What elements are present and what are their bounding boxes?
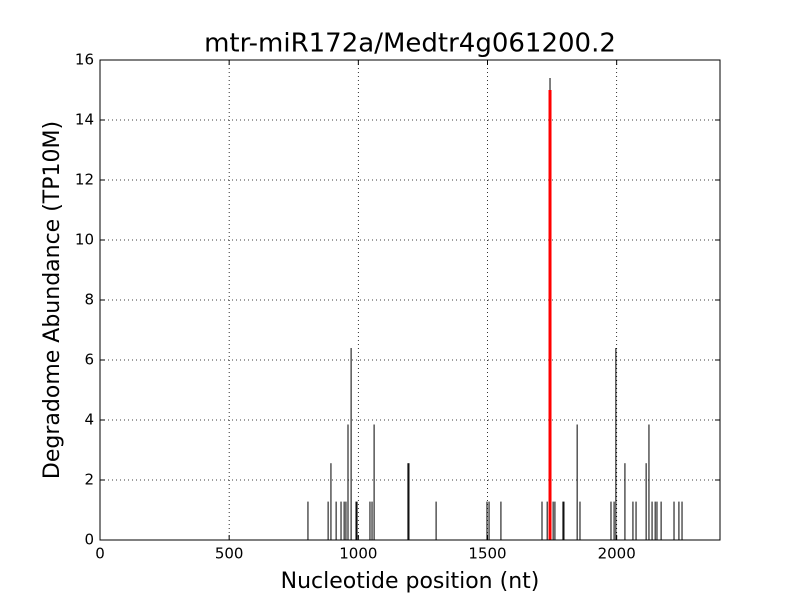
y-tick-label: 2	[84, 471, 94, 489]
y-tick-label: 4	[84, 411, 94, 429]
y-tick-label: 6	[84, 351, 94, 369]
y-tick-label: 10	[75, 231, 94, 249]
y-tick-label: 0	[84, 531, 94, 549]
x-tick-label: 2000	[598, 545, 636, 563]
x-tick-label: 1500	[468, 545, 506, 563]
x-axis-label: Nucleotide position (nt)	[281, 569, 540, 594]
y-tick-label: 14	[75, 111, 94, 129]
y-tick-label: 12	[75, 171, 94, 189]
y-tick-label: 16	[75, 51, 94, 69]
y-tick-label: 8	[84, 291, 94, 309]
y-axis-label: Degradome Abundance (TP10M)	[40, 121, 65, 479]
x-tick-label: 500	[215, 545, 244, 563]
chart-title: mtr-miR172a/Medtr4g061200.2	[204, 29, 616, 59]
plot-frame	[99, 59, 721, 541]
x-tick-label: 1000	[339, 545, 377, 563]
x-tick-label: 0	[95, 545, 105, 563]
